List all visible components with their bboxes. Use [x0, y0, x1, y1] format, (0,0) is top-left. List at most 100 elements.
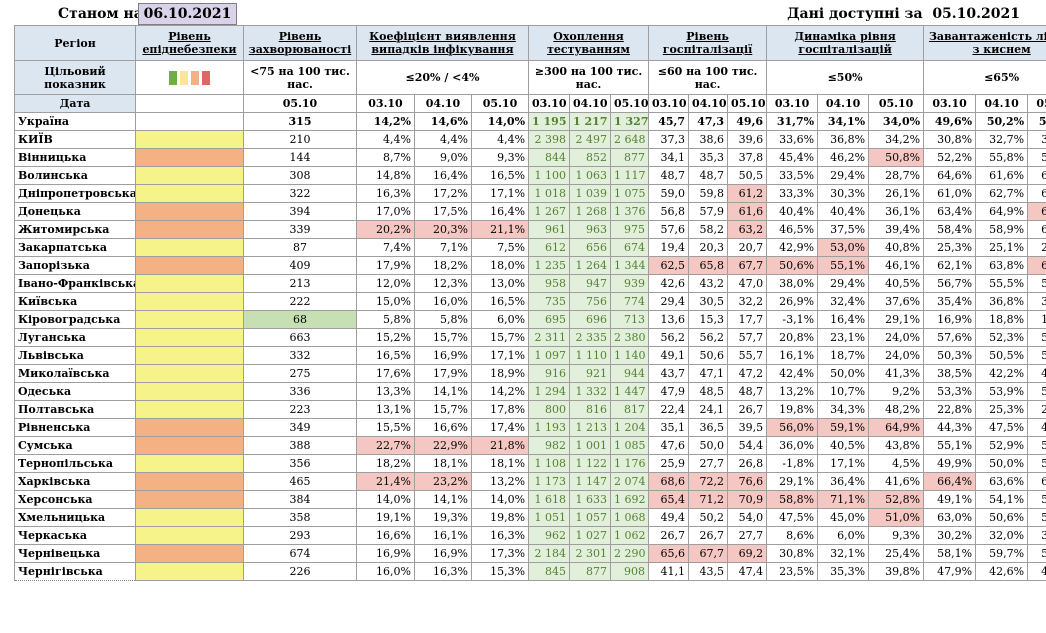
table-row: Волинська 308 14,8% 16,4% 16,5% 1 100 1 063 1 1… — [14, 166, 1046, 185]
detection-cell: 14,2% — [470, 382, 530, 401]
testing-cell: 1 063 — [569, 166, 612, 185]
date-danger-empty — [135, 94, 244, 113]
hosp-cell: 49,1 — [648, 346, 690, 365]
testing-cell: 908 — [610, 562, 650, 581]
dyn-cell: 52,8% — [868, 490, 925, 509]
oxy-cell: 32,7% — [975, 130, 1029, 149]
legend-yellow-swatch — [180, 70, 188, 85]
detection-cell: 17,1% — [470, 184, 530, 203]
dyn-cell: 39,4% — [868, 220, 925, 239]
detection-cell: 17,9% — [356, 256, 415, 275]
dyn-cell: 33,5% — [766, 166, 819, 185]
hosp-cell: 22,4 — [648, 400, 690, 419]
danger-level-cell — [135, 346, 244, 365]
testing-cell: 1 344 — [610, 256, 650, 275]
oxy-cell: 50,5% — [975, 346, 1029, 365]
hosp-cell: 47,6 — [648, 436, 690, 455]
oxy-cell: 52,3% — [975, 328, 1029, 347]
testing-cell: 1 294 — [528, 382, 571, 401]
oxy-cell: 59,3% — [1027, 274, 1046, 293]
date-oxy-1: 03.10 — [923, 94, 977, 113]
dyn-cell: 33,3% — [766, 184, 819, 203]
oxy-cell: 49,4% — [1027, 418, 1046, 437]
oxy-cell: 42,3% — [1027, 364, 1046, 383]
oxy-cell: 55,1% — [923, 436, 977, 455]
dyn-cell: 26,1% — [868, 184, 925, 203]
region-name: Запорізька — [14, 256, 136, 275]
testing-cell: 877 — [569, 562, 612, 581]
detection-cell: 9,3% — [470, 148, 530, 167]
region-name: Чернівецька — [14, 544, 136, 563]
dyn-cell: 36,4% — [817, 472, 870, 491]
hosp-cell: 42,6 — [648, 274, 690, 293]
hosp-cell: 43,5 — [688, 562, 729, 581]
date-oxy-3: 05.10 — [1027, 94, 1046, 113]
hosp-cell: 49,4 — [648, 508, 690, 527]
detection-cell: 7,1% — [414, 238, 472, 257]
region-name: Харківська — [14, 472, 136, 491]
testing-cell: 774 — [610, 292, 650, 311]
hosp-cell: 26,7 — [727, 400, 768, 419]
hosp-cell: 43,7 — [648, 364, 690, 383]
detection-cell: 16,9% — [356, 544, 415, 563]
date-detection-3: 05.10 — [470, 94, 530, 113]
hosp-cell: 47,3 — [688, 112, 729, 131]
detection-cell: 21,8% — [470, 436, 530, 455]
incidence-cell: 222 — [243, 292, 357, 311]
testing-cell: 1 097 — [528, 346, 571, 365]
hosp-cell: 27,7 — [727, 526, 768, 545]
dyn-cell: 55,1% — [817, 256, 870, 275]
testing-cell: 1 117 — [610, 166, 650, 185]
testing-cell: 1 027 — [569, 526, 612, 545]
table-row: Чернігівська 226 16,0% 16,3% 15,3% 845 877 908 4… — [14, 562, 1046, 581]
hosp-cell: 65,6 — [648, 544, 690, 563]
testing-cell: 958 — [528, 274, 571, 293]
detection-cell: 16,9% — [414, 544, 472, 563]
dyn-cell: 32,1% — [817, 544, 870, 563]
dyn-cell: 64,9% — [868, 418, 925, 437]
date-dyn-3: 05.10 — [868, 94, 925, 113]
testing-cell: 656 — [569, 238, 612, 257]
date-label: Дата — [14, 94, 136, 113]
hosp-cell: 69,2 — [727, 544, 768, 563]
dyn-cell: 39,8% — [868, 562, 925, 581]
testing-cell: 844 — [528, 148, 571, 167]
as-of-date[interactable]: 06.10.2021 — [138, 3, 237, 25]
dyn-cell: 47,5% — [766, 508, 819, 527]
detection-cell: 17,8% — [470, 400, 530, 419]
detection-cell: 15,7% — [414, 400, 472, 419]
detection-cell: 16,0% — [414, 292, 472, 311]
danger-level-cell — [135, 256, 244, 275]
col-region: Регіон — [14, 25, 136, 61]
hosp-cell: 50,5 — [727, 166, 768, 185]
dyn-cell: 4,5% — [868, 454, 925, 473]
region-name: Кіровоградська — [14, 310, 136, 329]
incidence-cell: 394 — [243, 202, 357, 221]
testing-cell: 1 122 — [569, 454, 612, 473]
dyn-cell: 35,3% — [817, 562, 870, 581]
oxy-cell: 67,1% — [1027, 202, 1046, 221]
dyn-cell: 71,1% — [817, 490, 870, 509]
danger-level-cell — [135, 238, 244, 257]
oxy-cell: 53,3% — [923, 382, 977, 401]
danger-level-cell — [135, 472, 244, 491]
hosp-cell: 57,6 — [648, 220, 690, 239]
dyn-cell: 36,1% — [868, 202, 925, 221]
detection-cell: 15,3% — [470, 562, 530, 581]
testing-cell: 1 447 — [610, 382, 650, 401]
detection-cell: 12,0% — [356, 274, 415, 293]
hosp-cell: 34,1 — [648, 148, 690, 167]
testing-cell: 1 267 — [528, 202, 571, 221]
testing-cell: 975 — [610, 220, 650, 239]
header-row-dates: Дата 05.10 03.10 04.10 05.10 03.10 04.10… — [14, 94, 1046, 113]
table-row: Київська 222 15,0% 16,0% 16,5% 735 756 774 29,4 3… — [14, 292, 1046, 311]
oxy-cell: 44,3% — [923, 418, 977, 437]
oxy-cell: 58,9% — [975, 220, 1029, 239]
hosp-cell: 47,9 — [648, 382, 690, 401]
dyn-cell: 46,2% — [817, 148, 870, 167]
oxy-cell: 47,5% — [975, 418, 1029, 437]
dyn-cell: 18,7% — [817, 346, 870, 365]
oxy-cell: 32,0% — [975, 526, 1029, 545]
region-name: Одеська — [14, 382, 136, 401]
hosp-cell: 54,4 — [727, 436, 768, 455]
